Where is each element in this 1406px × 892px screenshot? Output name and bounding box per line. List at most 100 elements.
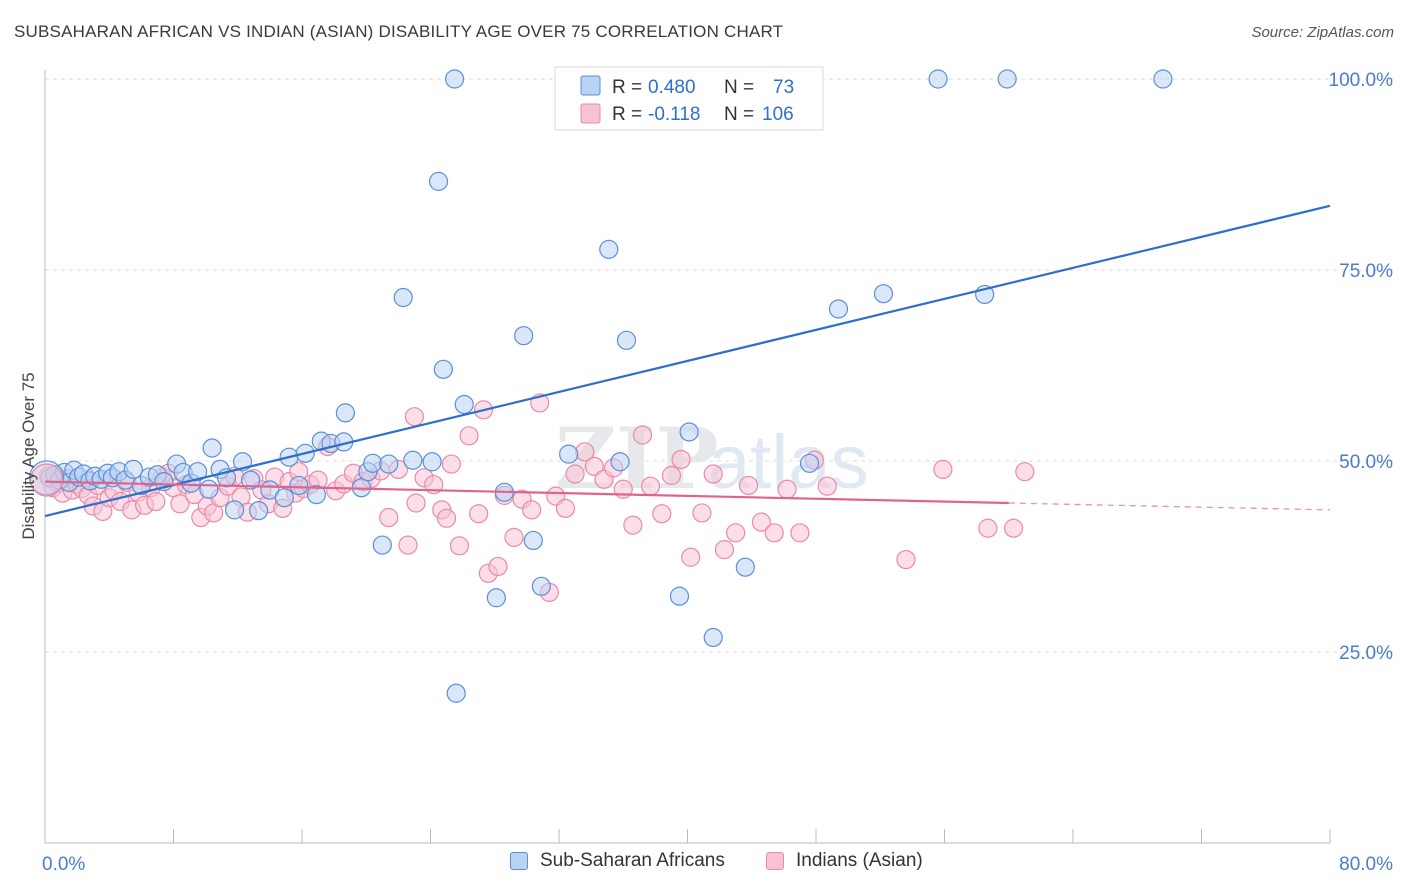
data-points bbox=[29, 69, 1173, 703]
legend-label-subsaharan: Sub-Saharan Africans bbox=[540, 850, 725, 871]
data-point bbox=[669, 586, 690, 606]
legend-n-value-2: 106 bbox=[762, 104, 794, 125]
data-point bbox=[714, 540, 735, 560]
data-point bbox=[928, 69, 948, 89]
data-point bbox=[873, 284, 894, 304]
data-point bbox=[726, 523, 746, 543]
y-axis-label: Disability Age Over 75 bbox=[19, 372, 38, 539]
series-legend: Sub-Saharan Africans Indians (Asian) bbox=[0, 850, 1406, 880]
data-point bbox=[249, 501, 269, 521]
data-point bbox=[559, 444, 579, 464]
legend-n-value-1: 73 bbox=[773, 77, 794, 98]
trend-line-indian-extension bbox=[1008, 502, 1331, 511]
data-point bbox=[123, 459, 143, 480]
data-point bbox=[379, 454, 399, 474]
data-point bbox=[738, 475, 759, 496]
x-tick-label: 80.0% bbox=[1339, 854, 1393, 875]
data-point bbox=[187, 462, 208, 482]
data-point bbox=[599, 239, 619, 259]
data-point bbox=[584, 456, 604, 476]
y-tick-label: 100.0% bbox=[1329, 70, 1394, 91]
legend-r-label-1: R = bbox=[612, 77, 642, 98]
data-point bbox=[428, 171, 449, 191]
legend-item-indian[interactable]: Indians (Asian) bbox=[766, 850, 923, 872]
legend-square-subsaharan bbox=[510, 852, 528, 870]
trend-line-subsaharan bbox=[44, 204, 1331, 518]
data-point bbox=[372, 535, 392, 555]
data-point bbox=[828, 299, 849, 319]
data-point bbox=[978, 518, 998, 538]
data-point bbox=[997, 69, 1017, 89]
legend-square-indian bbox=[766, 852, 784, 870]
y-tick-label: 75.0% bbox=[1339, 261, 1393, 282]
legend-n-label-2: N = bbox=[724, 104, 754, 125]
data-point bbox=[170, 494, 190, 514]
data-point bbox=[504, 527, 524, 548]
data-point-cluster bbox=[30, 463, 64, 497]
legend-item-subsaharan[interactable]: Sub-Saharan Africans bbox=[510, 850, 725, 872]
data-point bbox=[735, 557, 755, 577]
data-point bbox=[422, 452, 442, 472]
legend-r-label-2: R = bbox=[612, 104, 642, 125]
data-point-cluster bbox=[29, 460, 65, 496]
data-point bbox=[444, 69, 465, 89]
data-point bbox=[398, 535, 418, 555]
data-point bbox=[522, 500, 542, 520]
data-point bbox=[403, 450, 423, 470]
data-point bbox=[896, 549, 916, 570]
data-point bbox=[555, 498, 576, 518]
data-point bbox=[640, 476, 661, 496]
trend-line-indian bbox=[44, 480, 1009, 505]
data-point bbox=[446, 683, 466, 703]
data-point bbox=[486, 588, 506, 608]
data-point bbox=[681, 547, 701, 567]
data-point bbox=[703, 464, 723, 484]
data-point bbox=[799, 453, 820, 473]
data-point bbox=[335, 403, 355, 423]
data-point bbox=[514, 326, 534, 346]
data-point bbox=[393, 287, 413, 308]
data-point bbox=[306, 485, 327, 505]
series-indian bbox=[38, 393, 1035, 603]
series-subsaharan bbox=[40, 69, 1173, 703]
data-point bbox=[1153, 69, 1173, 89]
legend-label-indian: Indians (Asian) bbox=[796, 850, 923, 871]
data-point bbox=[363, 453, 383, 473]
data-point bbox=[406, 493, 426, 513]
data-point bbox=[692, 503, 712, 523]
data-point bbox=[777, 479, 797, 499]
data-point bbox=[224, 500, 245, 520]
chart-source: Source: ZipAtlas.com bbox=[1251, 24, 1394, 41]
data-point bbox=[652, 504, 672, 524]
correlation-legend: R = 0.480 N = 73 R = -0.118 N = 106 bbox=[554, 66, 824, 131]
grid-lines bbox=[45, 78, 1395, 653]
legend-swatch-indian bbox=[580, 103, 601, 124]
data-point bbox=[454, 394, 474, 415]
data-point bbox=[379, 507, 399, 528]
data-point bbox=[1015, 462, 1035, 482]
data-point bbox=[531, 576, 551, 596]
data-point bbox=[703, 627, 723, 648]
data-point bbox=[933, 459, 953, 480]
legend-swatch-subsaharan bbox=[580, 75, 601, 96]
data-point bbox=[610, 452, 630, 472]
chart-title: SUBSAHARAN AFRICAN VS INDIAN (ASIAN) DIS… bbox=[14, 22, 784, 41]
data-point bbox=[790, 523, 810, 543]
data-point bbox=[146, 491, 166, 512]
data-point bbox=[523, 530, 543, 551]
legend-r-value-2: -0.118 bbox=[648, 104, 700, 125]
data-point bbox=[616, 330, 637, 350]
y-tick-label: 25.0% bbox=[1339, 643, 1393, 664]
data-point bbox=[441, 454, 461, 474]
data-point bbox=[1003, 518, 1024, 538]
data-point bbox=[289, 475, 309, 496]
legend-r-value-1: 0.480 bbox=[648, 77, 696, 98]
data-point bbox=[459, 426, 479, 446]
data-point bbox=[751, 512, 771, 532]
data-point bbox=[488, 556, 508, 577]
data-point bbox=[449, 536, 470, 556]
data-point bbox=[661, 465, 682, 486]
data-point bbox=[199, 479, 219, 499]
trend-lines bbox=[44, 204, 1331, 518]
